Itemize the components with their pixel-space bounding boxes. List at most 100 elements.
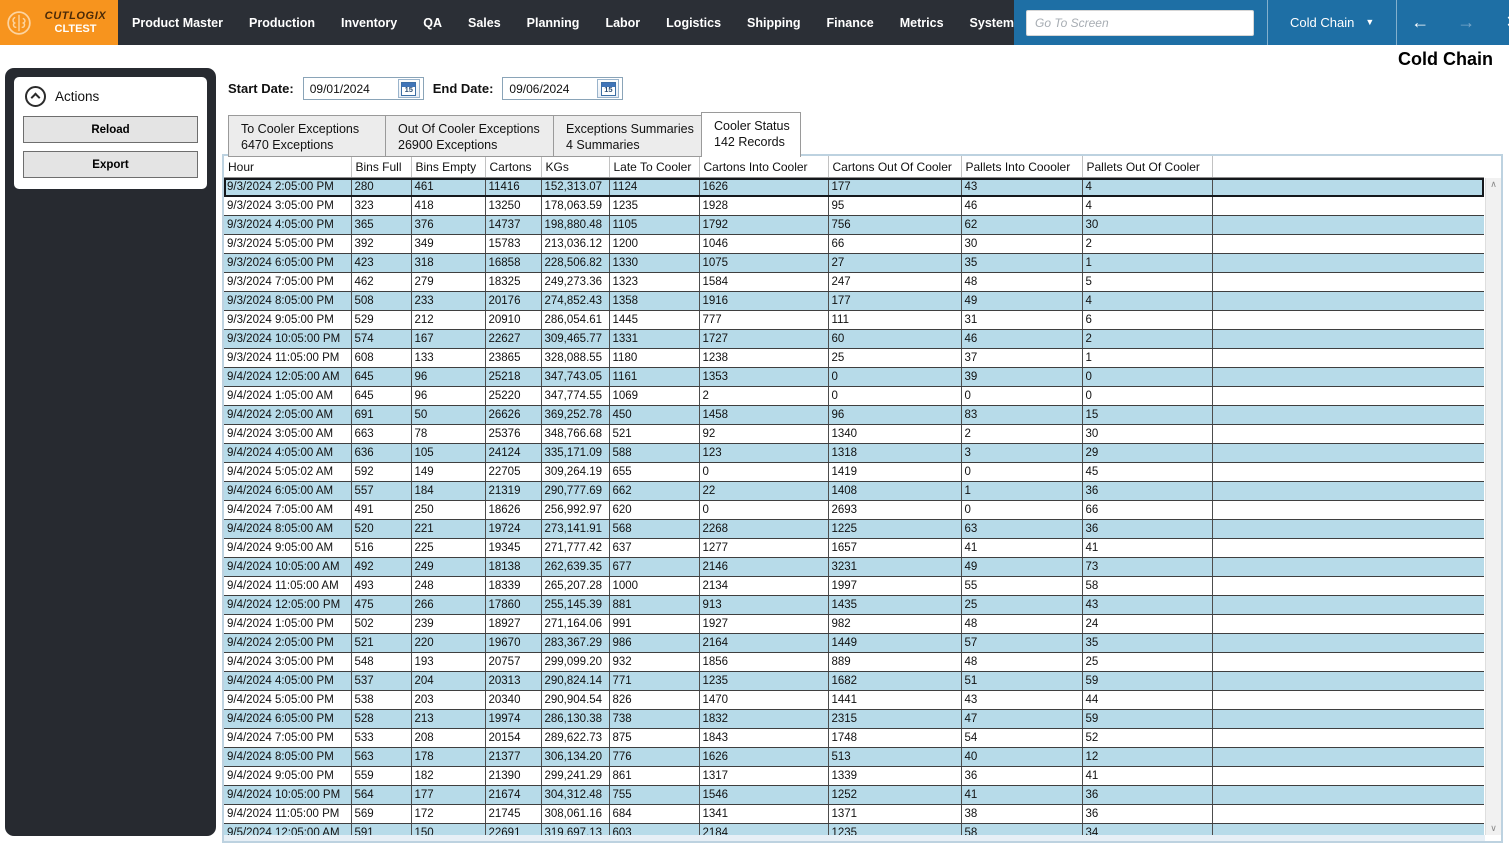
table-row[interactable]: 9/4/2024 6:05:00 PM 528 213 19974 286,13… xyxy=(224,709,1484,729)
table-row[interactable]: 9/4/2024 2:05:00 PM 521 220 19670 283,36… xyxy=(224,633,1484,653)
nav-item[interactable]: Production xyxy=(249,15,315,30)
cell-cartons-out-of-cooler: 1449 xyxy=(828,633,962,653)
table-header-cell[interactable]: KGs xyxy=(541,156,610,178)
cell-bins-empty: 349 xyxy=(411,234,486,254)
table-row[interactable]: 9/4/2024 10:05:00 AM 492 249 18138 262,6… xyxy=(224,557,1484,577)
tab[interactable]: Exceptions Summaries 4 Summaries xyxy=(553,115,701,157)
nav-item[interactable]: Sales xyxy=(467,15,501,30)
cell-cartons-into-cooler: 1928 xyxy=(699,196,829,216)
cooler-status-grid: Hour Bins Full Bins Empty Cartons KGs La… xyxy=(222,154,1503,843)
cell-filler xyxy=(1212,557,1484,577)
table-row[interactable]: 9/4/2024 1:05:00 AM 645 96 25220 347,774… xyxy=(224,386,1484,406)
table-header-cell[interactable]: Cartons xyxy=(485,156,542,178)
table-header-cell[interactable]: Pallets Out Of Cooler xyxy=(1082,156,1213,178)
forward-icon[interactable]: → xyxy=(1457,12,1476,32)
cell-cartons: 21674 xyxy=(485,785,542,805)
table-row[interactable]: 9/4/2024 12:05:00 AM 645 96 25218 347,74… xyxy=(224,367,1484,387)
table-row[interactable]: 9/4/2024 8:05:00 AM 520 221 19724 273,14… xyxy=(224,519,1484,539)
table-row[interactable]: 9/4/2024 10:05:00 PM 564 177 21674 304,3… xyxy=(224,785,1484,805)
table-row[interactable]: 9/4/2024 3:05:00 AM 663 78 25376 348,766… xyxy=(224,424,1484,444)
cell-bins-empty: 225 xyxy=(411,538,486,558)
cell-hour: 9/3/2024 10:05:00 PM xyxy=(224,329,352,349)
goto-screen-input[interactable] xyxy=(1026,9,1255,36)
cell-late-to-cooler: 1330 xyxy=(609,253,700,273)
table-row[interactable]: 9/4/2024 12:05:00 PM 475 266 17860 255,1… xyxy=(224,595,1484,615)
table-row[interactable]: 9/4/2024 7:05:00 PM 533 208 20154 289,62… xyxy=(224,728,1484,748)
export-button[interactable]: Export xyxy=(23,151,198,178)
table-row[interactable]: 9/4/2024 4:05:00 AM 636 105 24124 335,17… xyxy=(224,443,1484,463)
table-header-cell[interactable]: Late To Cooler xyxy=(609,156,700,178)
table-row[interactable]: 9/4/2024 5:05:02 AM 592 149 22705 309,26… xyxy=(224,462,1484,482)
table-row[interactable]: 9/3/2024 8:05:00 PM 508 233 20176 274,85… xyxy=(224,291,1484,311)
table-row[interactable]: 9/4/2024 9:05:00 AM 516 225 19345 271,77… xyxy=(224,538,1484,558)
scroll-down-icon[interactable]: ∨ xyxy=(1490,823,1497,833)
reload-button[interactable]: Reload xyxy=(23,116,198,143)
tab[interactable]: Cooler Status 142 Records xyxy=(701,112,801,157)
cell-hour: 9/3/2024 6:05:00 PM xyxy=(224,253,352,273)
nav-item[interactable]: Product Master xyxy=(132,15,223,30)
table-row[interactable]: 9/4/2024 7:05:00 AM 491 250 18626 256,99… xyxy=(224,500,1484,520)
cell-pallets-into-cooler: 62 xyxy=(961,215,1083,235)
nav-item[interactable]: Inventory xyxy=(340,15,398,30)
table-row[interactable]: 9/3/2024 6:05:00 PM 423 318 16858 228,50… xyxy=(224,253,1484,273)
cell-kgs: 369,252.78 xyxy=(541,405,610,425)
cell-kgs: 256,992.97 xyxy=(541,500,610,520)
nav-item[interactable]: Planning xyxy=(526,15,580,30)
table-row[interactable]: 9/3/2024 5:05:00 PM 392 349 15783 213,03… xyxy=(224,234,1484,254)
table-row[interactable]: 9/4/2024 11:05:00 PM 569 172 21745 308,0… xyxy=(224,804,1484,824)
nav-item[interactable]: Finance xyxy=(826,15,874,30)
end-date-calendar-button[interactable]: 15 xyxy=(597,79,620,98)
table-row[interactable]: 9/3/2024 7:05:00 PM 462 279 18325 249,27… xyxy=(224,272,1484,292)
table-header-cell[interactable]: Hour xyxy=(224,156,352,178)
table-row[interactable]: 9/3/2024 9:05:00 PM 529 212 20910 286,05… xyxy=(224,310,1484,330)
table-row[interactable]: 9/3/2024 4:05:00 PM 365 376 14737 198,88… xyxy=(224,215,1484,235)
table-header-cell[interactable]: Cartons Into Cooler xyxy=(699,156,829,178)
table-header-cell[interactable]: Bins Empty xyxy=(411,156,486,178)
start-date-input[interactable] xyxy=(307,81,394,96)
start-date-calendar-button[interactable]: 15 xyxy=(397,79,420,98)
nav-item[interactable]: Logistics xyxy=(666,15,722,30)
cell-pallets-out-of-cooler: 2 xyxy=(1082,234,1213,254)
table-row[interactable]: 9/3/2024 10:05:00 PM 574 167 22627 309,4… xyxy=(224,329,1484,349)
horizontal-scrollbar[interactable] xyxy=(224,835,1485,841)
table-row[interactable]: 9/3/2024 3:05:00 PM 323 418 13250 178,06… xyxy=(224,196,1484,216)
table-row[interactable]: 9/3/2024 11:05:00 PM 608 133 23865 328,0… xyxy=(224,348,1484,368)
screen-selector-dropdown[interactable]: Cold Chain ▼ xyxy=(1268,0,1396,45)
table-header-cell[interactable]: Pallets Into Coooler xyxy=(961,156,1083,178)
table-row[interactable]: 9/4/2024 9:05:00 PM 559 182 21390 299,24… xyxy=(224,766,1484,786)
end-date-input[interactable] xyxy=(507,81,594,96)
nav-item[interactable]: System xyxy=(969,15,1015,30)
collapse-panel-icon[interactable] xyxy=(25,86,46,107)
cell-pallets-out-of-cooler: 35 xyxy=(1082,633,1213,653)
nav-item[interactable]: Metrics xyxy=(899,15,944,30)
table-row[interactable]: 9/4/2024 5:05:00 PM 538 203 20340 290,90… xyxy=(224,690,1484,710)
cell-late-to-cooler: 861 xyxy=(609,766,700,786)
cell-bins-full: 538 xyxy=(351,690,412,710)
table-row[interactable]: 9/4/2024 8:05:00 PM 563 178 21377 306,13… xyxy=(224,747,1484,767)
nav-item[interactable]: QA xyxy=(423,15,442,30)
table-header-cell[interactable]: Cartons Out Of Cooler xyxy=(828,156,962,178)
back-icon[interactable]: ← xyxy=(1411,12,1430,32)
table-row[interactable]: 9/4/2024 4:05:00 PM 537 204 20313 290,82… xyxy=(224,671,1484,691)
cell-pallets-into-cooler: 49 xyxy=(961,557,1083,577)
cell-cartons-out-of-cooler: 27 xyxy=(828,253,962,273)
cell-cartons-into-cooler: 1341 xyxy=(699,804,829,824)
nav-item[interactable]: Shipping xyxy=(747,15,801,30)
table-row[interactable]: 9/4/2024 2:05:00 AM 691 50 26626 369,252… xyxy=(224,405,1484,425)
table-header-cell[interactable]: Bins Full xyxy=(351,156,412,178)
table-row[interactable]: 9/4/2024 1:05:00 PM 502 239 18927 271,16… xyxy=(224,614,1484,634)
table-row[interactable]: 9/4/2024 6:05:00 AM 557 184 21319 290,77… xyxy=(224,481,1484,501)
table-row[interactable]: 9/3/2024 2:05:00 PM 280 461 11416 152,31… xyxy=(224,177,1484,197)
cell-cartons: 21745 xyxy=(485,804,542,824)
cell-hour: 9/4/2024 1:05:00 PM xyxy=(224,614,352,634)
vertical-scrollbar[interactable]: ∧ ∨ xyxy=(1485,178,1501,835)
cell-bins-empty: 182 xyxy=(411,766,486,786)
table-row[interactable]: 9/4/2024 11:05:00 AM 493 248 18339 265,2… xyxy=(224,576,1484,596)
table-row[interactable]: 9/4/2024 3:05:00 PM 548 193 20757 299,09… xyxy=(224,652,1484,672)
nav-item[interactable]: Labor xyxy=(605,15,641,30)
close-icon[interactable]: ✕ xyxy=(1489,0,1509,45)
scroll-up-icon[interactable]: ∧ xyxy=(1490,179,1497,189)
tab[interactable]: Out Of Cooler Exceptions 26900 Exception… xyxy=(385,115,553,157)
tab[interactable]: To Cooler Exceptions 6470 Exceptions xyxy=(228,115,385,157)
cell-bins-full: 323 xyxy=(351,196,412,216)
